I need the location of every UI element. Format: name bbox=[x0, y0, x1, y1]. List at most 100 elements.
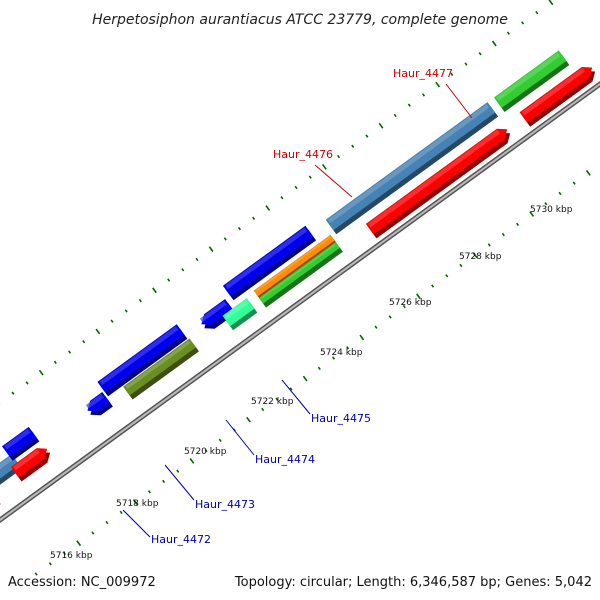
scale-label-5718: 5718 kbp bbox=[116, 499, 159, 509]
scale-label-5730: 5730 kbp bbox=[530, 205, 573, 215]
scale-tick-inner bbox=[544, 202, 548, 206]
scale-tick-outer bbox=[138, 298, 142, 303]
scale-tick-inner bbox=[529, 211, 535, 217]
scale-tick-outer bbox=[521, 21, 525, 25]
gene-4477-red-highlight bbox=[521, 67, 586, 116]
accession-text: Accession: NC_009972 bbox=[8, 575, 156, 590]
leader-haur-4473 bbox=[164, 464, 195, 501]
scale-tick-outer bbox=[110, 319, 114, 323]
scale-tick-outer bbox=[365, 134, 369, 138]
scale-tick-outer bbox=[407, 103, 411, 107]
scale-tick-outer bbox=[280, 196, 284, 200]
scale-tick-inner bbox=[218, 438, 222, 443]
leader-haur-4475 bbox=[281, 379, 311, 415]
scale-tick-inner bbox=[431, 284, 435, 288]
gene-4477-red-body bbox=[519, 66, 593, 123]
scale-tick-inner bbox=[416, 293, 421, 300]
scale-tick-inner bbox=[119, 510, 123, 515]
scale-tick-inner bbox=[346, 346, 350, 350]
gene-4472-blue-highlight bbox=[85, 393, 104, 409]
gene-4472-blue bbox=[85, 391, 113, 416]
scale-tick-inner bbox=[459, 263, 463, 268]
scale-tick-outer bbox=[152, 287, 157, 294]
gene-4475-green-body bbox=[258, 242, 340, 304]
scale-tick-outer bbox=[294, 185, 298, 190]
scale-tick-inner bbox=[317, 366, 321, 371]
scale-tick-inner bbox=[388, 315, 392, 319]
scale-tick-outer bbox=[95, 328, 101, 335]
scale-label-5720: 5720 kbp bbox=[184, 447, 227, 457]
scale-tick-inner bbox=[162, 479, 166, 484]
scale-tick-inner bbox=[189, 458, 195, 464]
label-leaders bbox=[122, 83, 473, 538]
gene-blue-large-highlight bbox=[225, 227, 308, 290]
gene-red-left-highlight bbox=[13, 448, 41, 471]
gene-4476-red-highlight bbox=[368, 129, 501, 228]
scale-tick-outer bbox=[337, 154, 341, 159]
scale-tick-inner bbox=[34, 572, 38, 576]
gene-4474-aquamarine bbox=[222, 298, 258, 331]
scale-tick-outer bbox=[535, 10, 539, 15]
scale-tick-outer bbox=[11, 391, 15, 395]
scale-tick-outer bbox=[308, 175, 312, 179]
scale-tick-inner bbox=[402, 304, 406, 309]
scale-tick-outer bbox=[450, 72, 454, 76]
scale-tick-outer bbox=[68, 350, 72, 354]
scale-label-5726: 5726 kbp bbox=[389, 298, 432, 308]
scale-tick-outer bbox=[208, 246, 214, 253]
scale-tick-outer bbox=[393, 113, 397, 118]
gene-4477-green bbox=[493, 50, 570, 112]
gene-olive-body bbox=[123, 338, 196, 396]
scale-tick-outer bbox=[223, 237, 227, 241]
scale-tick-inner bbox=[516, 222, 520, 227]
scale-tick-outer bbox=[421, 93, 426, 97]
scale-tick-outer bbox=[435, 81, 441, 88]
scale-tick-outer bbox=[252, 216, 256, 220]
scale-tick-inner bbox=[176, 469, 180, 473]
gene-left-steelblue-highlight bbox=[0, 456, 14, 470]
scale-tick-inner bbox=[359, 334, 365, 341]
gene-4476-steelblue-highlight bbox=[327, 104, 490, 223]
gene-red-left bbox=[10, 448, 51, 482]
map-title: Herpetosiphon aurantiacus ATCC 23779, co… bbox=[92, 12, 508, 28]
backbone-highlight bbox=[0, 82, 600, 522]
scale-label-5722: 5722 kbp bbox=[251, 397, 294, 407]
leader-haur-4477 bbox=[445, 83, 473, 119]
scale-tick-outer bbox=[124, 309, 128, 313]
leader-haur-4474 bbox=[225, 419, 255, 456]
scale-tick-inner bbox=[289, 387, 293, 391]
gene-left-blue-highlight bbox=[4, 428, 31, 450]
gene-label-haur-4473: Haur_4473 bbox=[195, 498, 255, 511]
gene-red-leftmost-shadow bbox=[0, 503, 1, 506]
scale-tick-inner bbox=[132, 499, 138, 505]
scale-tick-outer bbox=[548, 0, 554, 6]
scale-tick-outer bbox=[506, 31, 510, 35]
scale-tick-outer bbox=[25, 381, 29, 385]
gene-left-blue-2-highlight bbox=[199, 300, 227, 323]
gene-features bbox=[0, 50, 596, 506]
scale-tick-inner bbox=[487, 243, 491, 247]
scale-tick-outer bbox=[351, 144, 355, 148]
scale-tick-inner bbox=[331, 356, 336, 360]
scale-tick-outer bbox=[321, 163, 327, 170]
scale-tick-inner bbox=[204, 448, 208, 453]
gene-4473-blue bbox=[97, 324, 188, 397]
gene-4473-blue-highlight bbox=[99, 326, 179, 386]
gene-4475-orange-body bbox=[253, 234, 335, 297]
gene-olive bbox=[123, 338, 199, 400]
scale-ticks bbox=[0, 0, 591, 576]
gene-blue-large bbox=[222, 225, 317, 301]
scale-tick-outer bbox=[38, 369, 44, 376]
scale-tick-outer bbox=[82, 340, 86, 344]
gene-olive-highlight bbox=[125, 340, 191, 390]
gene-4476-steelblue bbox=[325, 102, 499, 235]
gene-label-haur-4474: Haur_4474 bbox=[255, 453, 315, 466]
gene-4477-green-highlight bbox=[496, 52, 561, 101]
gene-4475-green-highlight bbox=[261, 244, 336, 299]
scale-tick-inner bbox=[445, 274, 449, 278]
gene-4477-red bbox=[519, 66, 596, 127]
gene-red-leftmost bbox=[0, 503, 1, 506]
gene-label-haur-4476: Haur_4476 bbox=[273, 148, 333, 161]
gene-left-blue-2 bbox=[199, 298, 236, 329]
